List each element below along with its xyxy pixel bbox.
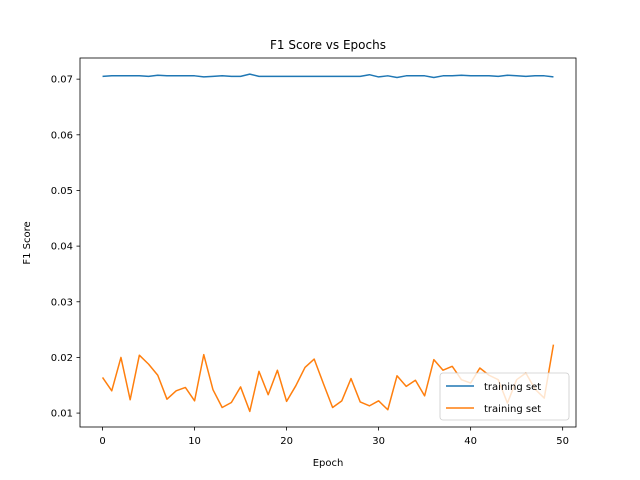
legend: training set training set [439, 372, 570, 421]
y-axis: 0.01 0.02 0.03 0.04 0.05 0.06 0.07 [51, 75, 80, 420]
y-tick-label: 0.04 [51, 242, 73, 253]
x-tick-label: 20 [280, 436, 293, 447]
x-axis: 0 10 20 30 40 50 [99, 427, 569, 447]
y-tick-label: 0.03 [51, 297, 73, 308]
legend-label-1: training set [484, 404, 541, 415]
x-tick-label: 10 [188, 436, 201, 447]
y-tick-label: 0.06 [51, 130, 73, 141]
y-tick-label: 0.01 [51, 409, 73, 420]
legend-label-0: training set [484, 382, 541, 393]
x-tick-label: 0 [99, 436, 105, 447]
chart-title: F1 Score vs Epochs [270, 38, 386, 52]
y-tick-label: 0.05 [51, 186, 73, 197]
y-tick-label: 0.02 [51, 353, 73, 364]
x-tick-label: 50 [556, 436, 569, 447]
y-tick-label: 0.07 [51, 75, 73, 86]
series-line-0 [102, 73, 554, 79]
x-tick-label: 30 [372, 436, 385, 447]
plot-frame [79, 57, 577, 428]
y-axis-label: F1 Score [22, 221, 33, 264]
plot-lines [101, 73, 555, 413]
x-tick-label: 40 [464, 436, 477, 447]
series-line-1 [101, 344, 555, 413]
x-axis-label: Epoch [313, 458, 344, 469]
